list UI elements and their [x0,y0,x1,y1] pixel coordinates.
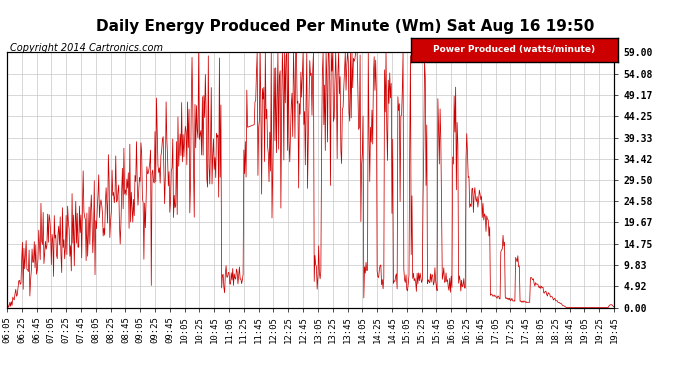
Text: Copyright 2014 Cartronics.com: Copyright 2014 Cartronics.com [10,43,164,52]
Text: Power Produced (watts/minute): Power Produced (watts/minute) [433,45,595,54]
Text: Daily Energy Produced Per Minute (Wm) Sat Aug 16 19:50: Daily Energy Produced Per Minute (Wm) Sa… [96,19,594,34]
